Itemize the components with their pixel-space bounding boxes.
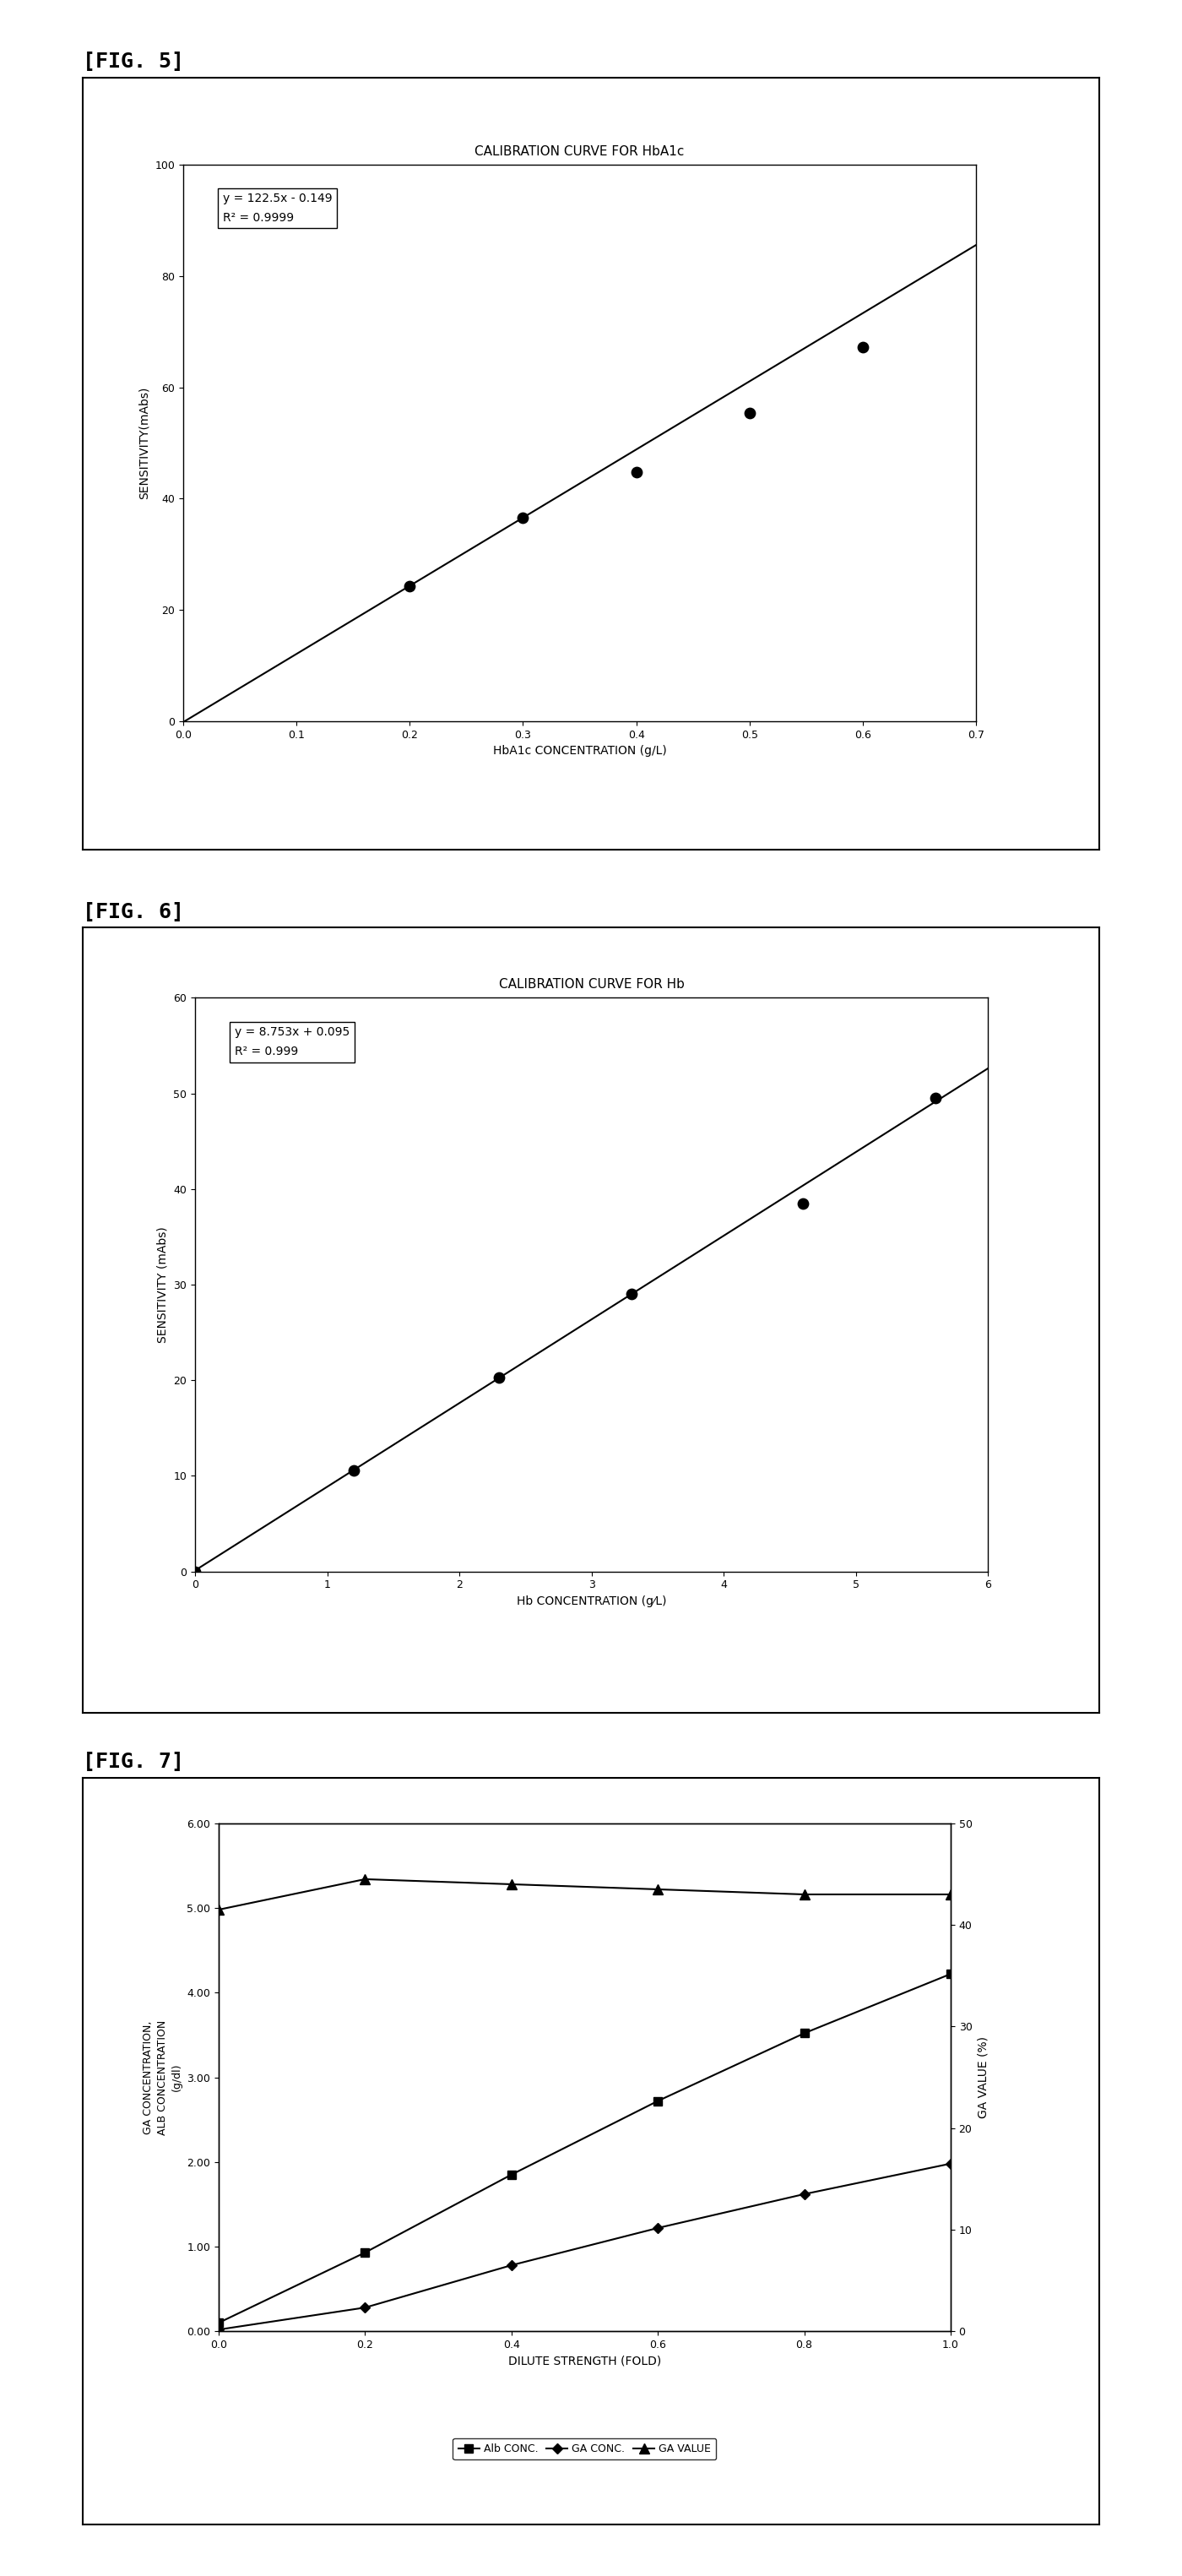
Alb CONC. <box>797 2017 811 2048</box>
Title: CALIBRATION CURVE FOR Hb: CALIBRATION CURVE FOR Hb <box>499 979 684 992</box>
Point <box>344 1450 363 1492</box>
Point <box>926 1077 944 1118</box>
Point <box>793 1182 812 1224</box>
GA VALUE <box>651 1873 665 1904</box>
Text: [FIG. 7]: [FIG. 7] <box>83 1752 184 1772</box>
Point <box>513 497 532 538</box>
GA VALUE <box>358 1862 372 1893</box>
Point <box>401 564 420 605</box>
Line: Alb CONC.: Alb CONC. <box>215 1971 955 2326</box>
Y-axis label: GA CONCENTRATION,
ALB CONCENTRATION
(g/dl): GA CONCENTRATION, ALB CONCENTRATION (g/d… <box>143 2020 182 2136</box>
Text: y = 122.5x - 0.149
R² = 0.9999: y = 122.5x - 0.149 R² = 0.9999 <box>223 193 332 224</box>
GA VALUE <box>212 1893 226 1924</box>
Line: GA CONC.: GA CONC. <box>215 2161 954 2334</box>
GA CONC. <box>212 2313 226 2344</box>
Y-axis label: SENSITIVITY(mAbs): SENSITIVITY(mAbs) <box>138 386 150 500</box>
Alb CONC. <box>212 2308 226 2339</box>
Point <box>489 1358 508 1399</box>
GA CONC. <box>651 2213 665 2244</box>
Point <box>186 1551 204 1592</box>
Alb CONC. <box>651 2087 665 2117</box>
Y-axis label: GA VALUE (%): GA VALUE (%) <box>978 2035 989 2117</box>
GA CONC. <box>943 2148 957 2179</box>
Point <box>626 451 645 492</box>
Line: GA VALUE: GA VALUE <box>214 1875 955 1914</box>
Title: CALIBRATION CURVE FOR HbA1c: CALIBRATION CURVE FOR HbA1c <box>475 144 684 157</box>
Y-axis label: SENSITIVITY (mAbs): SENSITIVITY (mAbs) <box>157 1226 169 1342</box>
GA CONC. <box>505 2249 519 2280</box>
Alb CONC. <box>943 1958 957 1989</box>
GA VALUE <box>797 1878 811 1909</box>
GA VALUE <box>943 1878 957 1909</box>
Alb CONC. <box>505 2159 519 2190</box>
Legend: Alb CONC., GA CONC., GA VALUE: Alb CONC., GA CONC., GA VALUE <box>453 2437 716 2460</box>
Text: [FIG. 5]: [FIG. 5] <box>83 52 184 72</box>
GA CONC. <box>797 2179 811 2210</box>
GA CONC. <box>358 2293 372 2324</box>
Alb CONC. <box>358 2236 372 2267</box>
GA VALUE <box>505 1868 519 1899</box>
Point <box>740 392 759 433</box>
X-axis label: DILUTE STRENGTH (FOLD): DILUTE STRENGTH (FOLD) <box>508 2354 661 2367</box>
Point <box>622 1273 641 1314</box>
X-axis label: HbA1c CONCENTRATION (g/L): HbA1c CONCENTRATION (g/L) <box>493 744 667 757</box>
Text: [FIG. 6]: [FIG. 6] <box>83 902 184 922</box>
Point <box>853 327 872 368</box>
Text: y = 8.753x + 0.095
R² = 0.999: y = 8.753x + 0.095 R² = 0.999 <box>235 1025 350 1059</box>
X-axis label: Hb CONCENTRATION (g⁄L): Hb CONCENTRATION (g⁄L) <box>517 1595 667 1607</box>
